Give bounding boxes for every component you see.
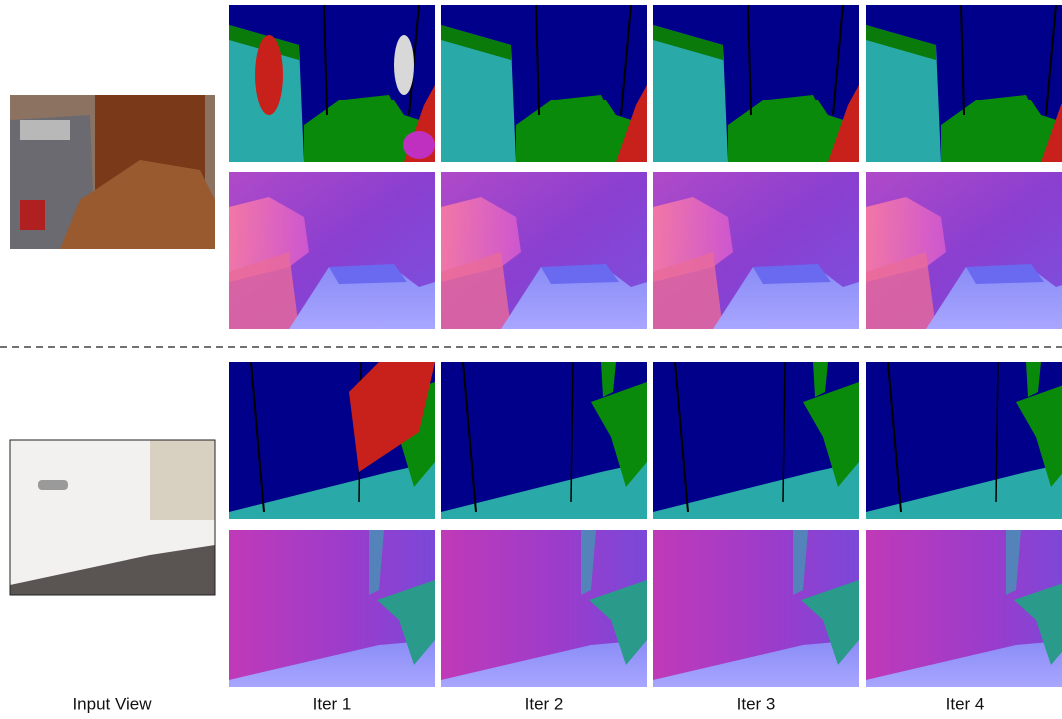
result-image	[866, 5, 1062, 162]
noise-blob	[403, 131, 435, 159]
result-image	[229, 530, 435, 687]
result-image	[441, 530, 647, 687]
column-label: Iter 4	[946, 694, 985, 713]
column-label: Iter 2	[525, 694, 564, 713]
noise-blob	[255, 35, 283, 115]
result-image	[866, 530, 1062, 687]
result-image	[653, 530, 859, 687]
result-image	[866, 172, 1062, 329]
result-image	[653, 362, 859, 519]
result-image	[441, 5, 647, 162]
input-view-1	[10, 95, 215, 249]
figure: Input View Iter 1 Iter 2 Iter 3 Iter 4	[0, 0, 1062, 719]
result-image	[229, 172, 435, 329]
result-image	[653, 172, 859, 329]
input-view-2	[10, 440, 215, 595]
column-label: Iter 3	[737, 694, 776, 713]
noise-blob	[394, 35, 414, 95]
result-image	[653, 5, 859, 162]
result-image	[866, 362, 1062, 519]
result-grid	[229, 5, 1062, 687]
result-image	[441, 172, 647, 329]
column-label: Iter 1	[313, 694, 352, 713]
result-image	[441, 362, 647, 519]
column-label: Input View	[72, 694, 152, 713]
